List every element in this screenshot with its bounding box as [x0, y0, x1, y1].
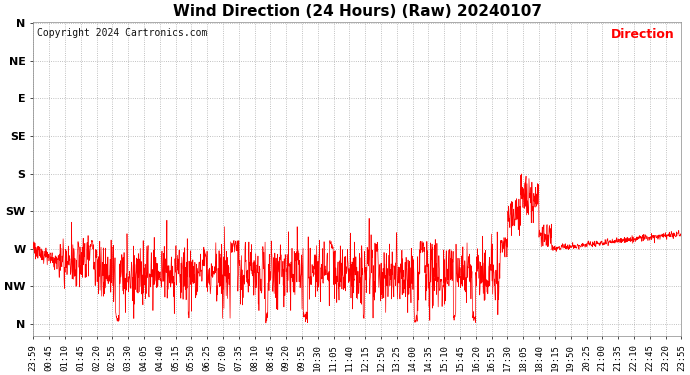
- Text: Copyright 2024 Cartronics.com: Copyright 2024 Cartronics.com: [37, 28, 207, 38]
- Text: Direction: Direction: [611, 28, 675, 41]
- Title: Wind Direction (24 Hours) (Raw) 20240107: Wind Direction (24 Hours) (Raw) 20240107: [172, 4, 542, 19]
